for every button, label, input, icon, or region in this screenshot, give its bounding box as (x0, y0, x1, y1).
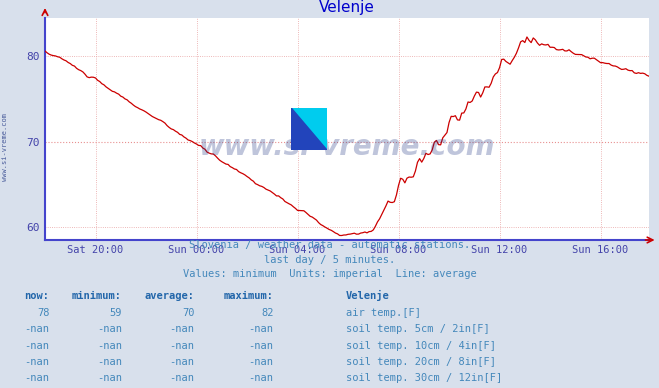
Text: www.si-vreme.com: www.si-vreme.com (2, 113, 9, 182)
Text: soil temp. 20cm / 8in[F]: soil temp. 20cm / 8in[F] (346, 357, 496, 367)
Text: -nan: -nan (169, 324, 194, 334)
Text: -nan: -nan (24, 341, 49, 351)
Text: Velenje: Velenje (346, 289, 389, 301)
Text: -nan: -nan (248, 324, 273, 334)
Text: air temp.[F]: air temp.[F] (346, 308, 421, 318)
Text: now:: now: (24, 291, 49, 301)
Text: -nan: -nan (97, 324, 122, 334)
Text: -nan: -nan (24, 324, 49, 334)
Text: minimum:: minimum: (72, 291, 122, 301)
Text: -nan: -nan (169, 357, 194, 367)
Text: maximum:: maximum: (223, 291, 273, 301)
Text: -nan: -nan (24, 357, 49, 367)
Text: www.si-vreme.com: www.si-vreme.com (199, 133, 496, 161)
Text: -nan: -nan (248, 373, 273, 383)
Text: 82: 82 (261, 308, 273, 318)
Text: soil temp. 30cm / 12in[F]: soil temp. 30cm / 12in[F] (346, 373, 502, 383)
Text: average:: average: (144, 291, 194, 301)
Text: 70: 70 (182, 308, 194, 318)
Text: soil temp. 5cm / 2in[F]: soil temp. 5cm / 2in[F] (346, 324, 490, 334)
Text: -nan: -nan (248, 341, 273, 351)
Text: -nan: -nan (248, 357, 273, 367)
Text: -nan: -nan (24, 373, 49, 383)
Text: -nan: -nan (169, 341, 194, 351)
Text: 59: 59 (109, 308, 122, 318)
Text: -nan: -nan (97, 373, 122, 383)
Text: soil temp. 10cm / 4in[F]: soil temp. 10cm / 4in[F] (346, 341, 496, 351)
Text: Slovenia / weather data - automatic stations.: Slovenia / weather data - automatic stat… (189, 240, 470, 250)
Text: last day / 5 minutes.: last day / 5 minutes. (264, 255, 395, 265)
Text: -nan: -nan (97, 341, 122, 351)
Text: -nan: -nan (97, 357, 122, 367)
Title: Velenje: Velenje (319, 0, 375, 16)
Text: -nan: -nan (169, 373, 194, 383)
Text: 78: 78 (37, 308, 49, 318)
Polygon shape (291, 107, 328, 150)
Text: Values: minimum  Units: imperial  Line: average: Values: minimum Units: imperial Line: av… (183, 269, 476, 279)
Polygon shape (291, 107, 328, 150)
